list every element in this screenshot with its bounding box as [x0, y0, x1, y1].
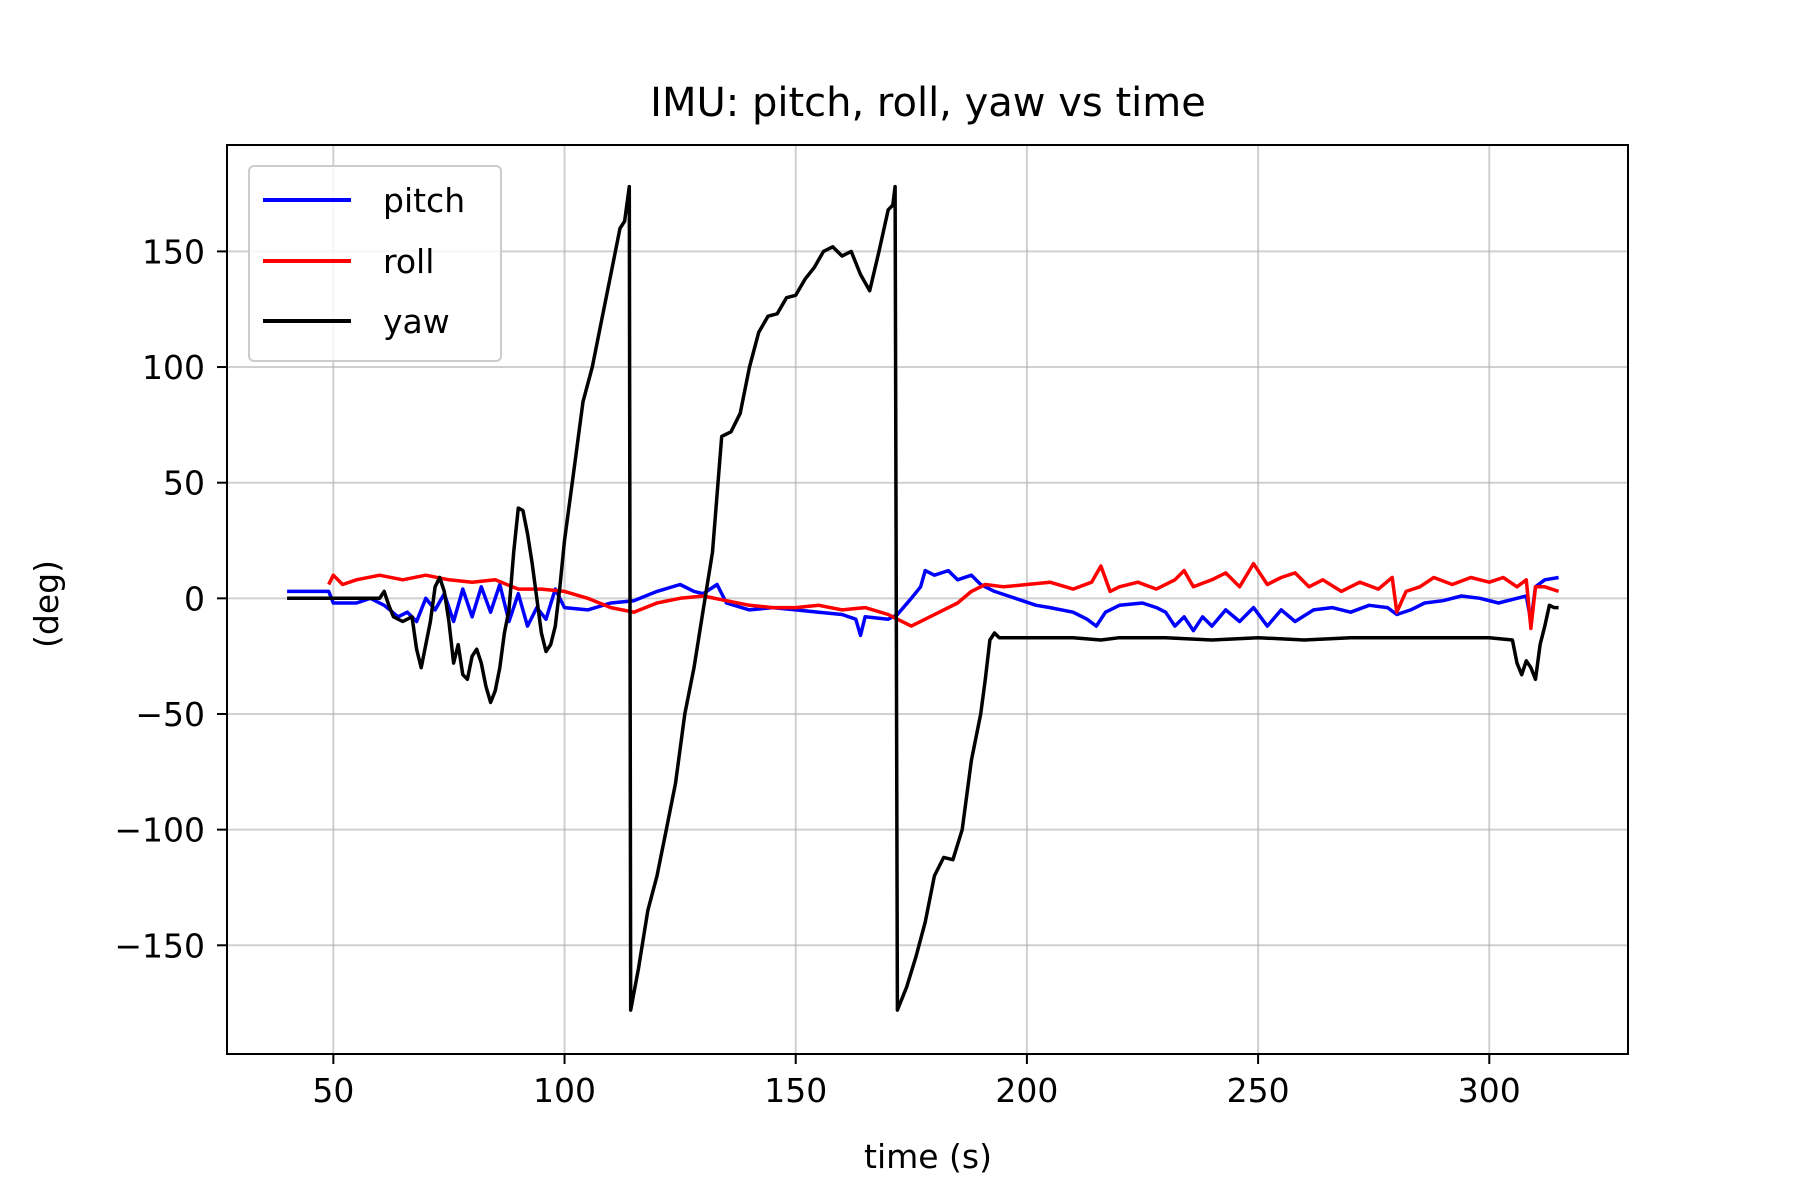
legend-label-roll: roll — [383, 242, 434, 281]
x-tick-label: 100 — [533, 1071, 596, 1110]
legend-box — [248, 165, 502, 362]
x-tick-label: 200 — [995, 1071, 1058, 1110]
chart-title: IMU: pitch, roll, yaw vs time — [650, 80, 1206, 126]
series-lines — [287, 184, 1560, 1012]
x-tick-label: 50 — [312, 1071, 354, 1110]
y-tick-label: −50 — [135, 695, 205, 734]
y-tick-label: 0 — [184, 579, 205, 618]
x-tick-label: 300 — [1458, 1071, 1521, 1110]
series-line-yaw — [287, 184, 1559, 1012]
y-tick-label: 150 — [142, 232, 205, 271]
axis-ticks: 50 100 150 200 250 300 −150 −100 −50 0 50 100 150 — [114, 232, 1520, 1110]
y-tick-label: −100 — [114, 811, 205, 850]
series-line-pitch — [287, 568, 1559, 638]
x-axis-label: time (s) — [864, 1137, 992, 1176]
y-tick-label: 100 — [142, 348, 205, 387]
y-tick-label: −150 — [114, 926, 205, 965]
x-tick-label: 150 — [764, 1071, 827, 1110]
y-tick-label: 50 — [163, 464, 205, 503]
series-line-roll — [327, 561, 1560, 631]
y-axis-label: (deg) — [27, 560, 66, 648]
x-tick-label: 250 — [1227, 1071, 1290, 1110]
legend-label-pitch: pitch — [383, 181, 465, 220]
legend: pitch roll yaw — [248, 165, 502, 362]
plot-frame — [226, 144, 1629, 1055]
legend-label-yaw: yaw — [383, 302, 450, 341]
